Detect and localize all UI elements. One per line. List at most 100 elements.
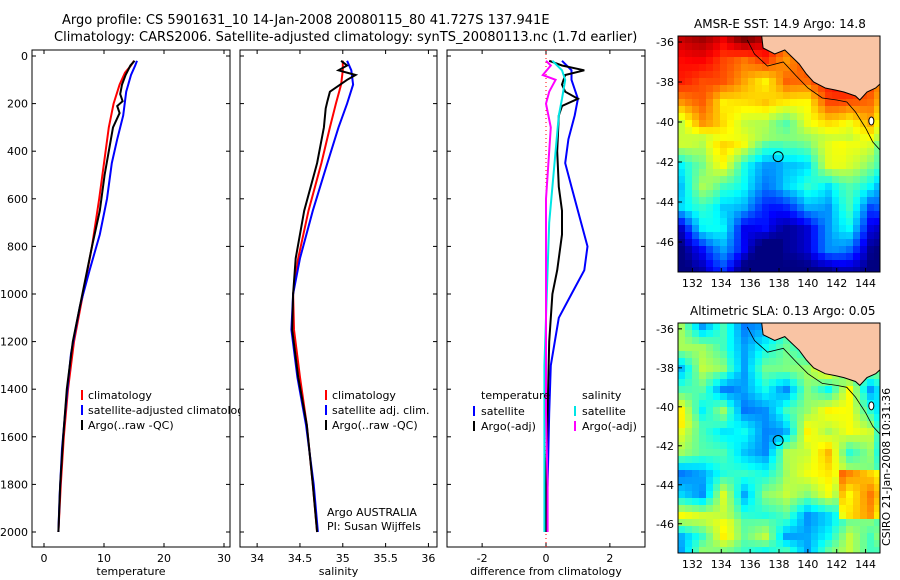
heatmap-cell: [839, 134, 847, 142]
legend-label: satellite: [582, 405, 626, 418]
heatmap-cell: [818, 134, 826, 142]
heatmap-cell: [755, 526, 763, 534]
heatmap-cell: [755, 85, 763, 93]
heatmap-cell: [692, 519, 700, 527]
heatmap-cell: [741, 491, 749, 499]
heatmap-cell: [769, 57, 777, 65]
heatmap-cell: [692, 253, 700, 261]
heatmap-cell: [832, 491, 840, 499]
heatmap-cell: [783, 176, 791, 184]
heatmap-cell: [818, 92, 826, 100]
heatmap-cell: [769, 260, 777, 268]
heatmap-cell: [727, 526, 735, 534]
heatmap-cell: [741, 421, 749, 429]
heatmap-cell: [706, 50, 714, 58]
heatmap-cell: [769, 50, 777, 58]
heatmap-cell: [727, 232, 735, 240]
heatmap-cell: [755, 400, 763, 408]
heatmap-cell: [811, 113, 819, 121]
heatmap-cell: [797, 106, 805, 114]
x-tick-label: 144: [855, 558, 876, 571]
heatmap-cell: [860, 169, 868, 177]
y-tick-label: -46: [656, 518, 674, 531]
heatmap-cell: [741, 99, 749, 107]
heatmap-cell: [748, 456, 756, 464]
heatmap-cell: [825, 463, 833, 471]
heatmap-cell: [727, 64, 735, 72]
heatmap-cell: [846, 106, 854, 114]
heatmap-cell: [685, 477, 693, 485]
heatmap-cell: [846, 540, 854, 548]
heatmap-cell: [832, 498, 840, 506]
heatmap-cell: [797, 64, 805, 72]
heatmap-cell: [860, 379, 868, 387]
heatmap-cell: [699, 351, 707, 359]
heatmap-cell: [741, 351, 749, 359]
heatmap-cell: [853, 400, 861, 408]
heatmap-cell: [776, 169, 784, 177]
heatmap-cell: [762, 197, 770, 205]
heatmap-cell: [720, 533, 728, 541]
heatmap-cell: [706, 197, 714, 205]
heatmap-cell: [727, 71, 735, 79]
heatmap-cell: [839, 211, 847, 219]
heatmap-cell: [853, 463, 861, 471]
heatmap-cell: [762, 337, 770, 345]
heatmap-cell: [741, 57, 749, 65]
heatmap-cell: [804, 498, 812, 506]
heatmap-cell: [755, 505, 763, 513]
heatmap-cell: [685, 365, 693, 373]
heatmap-cell: [678, 232, 686, 240]
heatmap-cell: [741, 547, 749, 553]
heatmap-cell: [825, 393, 833, 401]
heatmap-cell: [853, 197, 861, 205]
heatmap-cell: [860, 463, 868, 471]
heatmap-cell: [867, 379, 875, 387]
heatmap-cell: [685, 85, 693, 93]
heatmap-cell: [832, 225, 840, 233]
heatmap-cell: [769, 176, 777, 184]
heatmap-cell: [853, 393, 861, 401]
heatmap-cell: [846, 421, 854, 429]
heatmap-cell: [846, 491, 854, 499]
heatmap-cell: [713, 533, 721, 541]
heatmap-cell: [755, 71, 763, 79]
heatmap-cell: [755, 344, 763, 352]
heatmap-cell: [839, 505, 847, 513]
heatmap-cell: [692, 358, 700, 366]
heatmap-cell: [706, 330, 714, 338]
heatmap-cell: [797, 435, 805, 443]
heatmap-cell: [741, 92, 749, 100]
heatmap-cell: [706, 225, 714, 233]
heatmap-cell: [769, 519, 777, 527]
heatmap-cell: [853, 386, 861, 394]
heatmap-cell: [839, 386, 847, 394]
heatmap-cell: [727, 183, 735, 191]
heatmap-cell: [825, 134, 833, 142]
x-tick-label: 138: [769, 558, 790, 571]
y-tick-label: 1400: [0, 383, 28, 396]
heatmap-cell: [692, 393, 700, 401]
heatmap-cell: [706, 337, 714, 345]
heatmap-cell: [804, 414, 812, 422]
heatmap-cell: [699, 477, 707, 485]
heatmap-cell: [790, 540, 798, 548]
heatmap-cell: [741, 50, 749, 58]
x-tick-label: 35.5: [373, 552, 398, 565]
heatmap-cell: [783, 169, 791, 177]
heatmap-cell: [811, 442, 819, 450]
heatmap-cell: [727, 141, 735, 149]
heatmap-cell: [874, 162, 880, 170]
heatmap-cell: [874, 204, 880, 212]
heatmap-cell: [853, 512, 861, 520]
heatmap-cell: [720, 351, 728, 359]
heatmap-cell: [804, 204, 812, 212]
heatmap-cell: [874, 379, 880, 387]
heatmap-cell: [811, 470, 819, 478]
heatmap-cell: [818, 372, 826, 380]
heatmap-cell: [741, 267, 749, 272]
heatmap-cell: [804, 442, 812, 450]
heatmap-cell: [874, 267, 880, 272]
heatmap-cell: [720, 323, 728, 331]
heatmap-cell: [755, 57, 763, 65]
